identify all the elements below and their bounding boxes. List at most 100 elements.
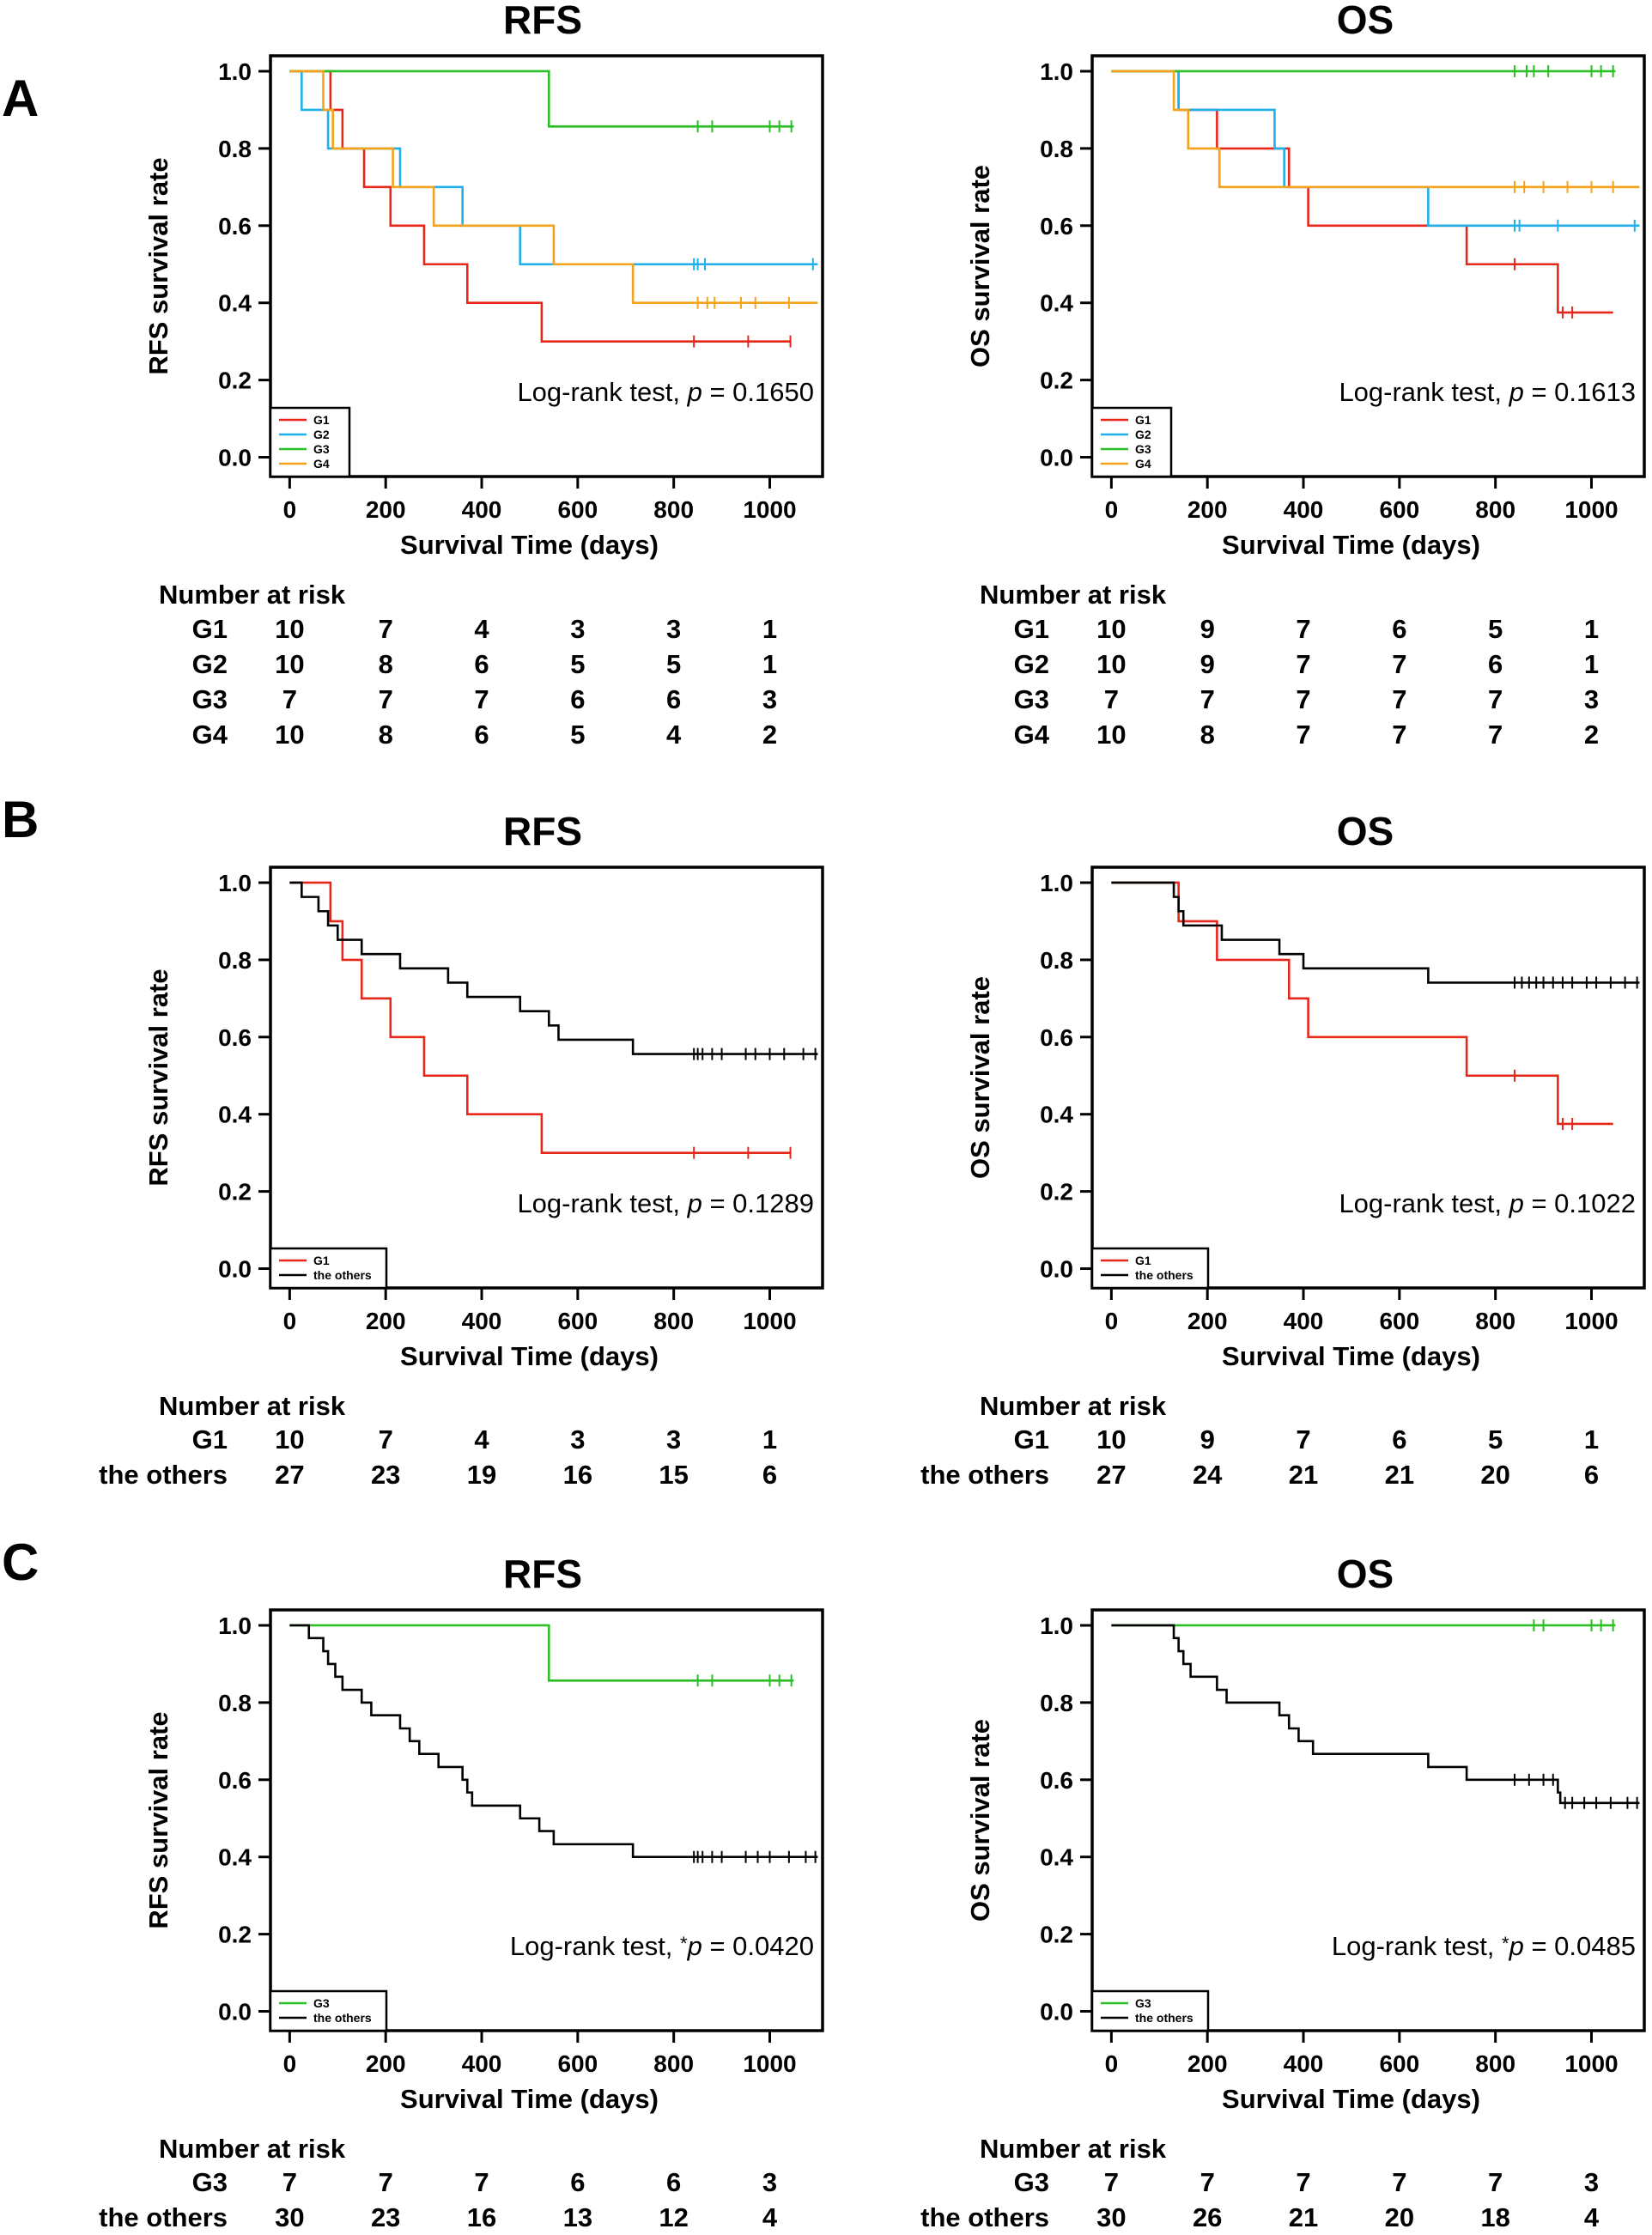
series-line-0: [289, 70, 792, 343]
risk-value: 10: [1096, 1424, 1127, 1455]
y-tick-label-1: 0.2: [218, 1179, 252, 1206]
y-tick-label-5: 1.0: [218, 58, 252, 85]
x-tick-label-0: 0: [1105, 496, 1119, 523]
risk-value: 10: [1096, 614, 1127, 644]
risk-value: 7: [378, 684, 393, 714]
y-tick-label-5: 1.0: [1040, 58, 1073, 85]
x-tick-label-0: 0: [1105, 1308, 1119, 1334]
log-rank-annotation: Log-rank test, p = 0.1613: [1339, 377, 1636, 407]
y-tick-label-0: 0.0: [218, 1256, 252, 1283]
series-line-1: [289, 881, 818, 1055]
title-c-rfs: RFS: [503, 1552, 582, 1596]
y-tick-label-4: 0.8: [218, 136, 252, 162]
risk-row-b-rfs-1: the others 27 23 19 16 15 6: [0, 1458, 1652, 1492]
risk-value: 7: [474, 684, 489, 714]
risk-value: 7: [1488, 2167, 1503, 2197]
title-b-rfs: RFS: [503, 809, 582, 853]
x-tick-label-3: 600: [1379, 1308, 1419, 1334]
y-axis-title: OS survival rate: [965, 165, 995, 367]
risk-row-label: G3: [191, 684, 228, 714]
risk-value: 3: [570, 1424, 586, 1455]
annotation-p: p: [687, 1188, 702, 1218]
risk-value: 4: [474, 614, 489, 644]
risk-value: 7: [1296, 1424, 1311, 1455]
plot-frame: [1090, 865, 1646, 1290]
legend-label-0: G1: [1135, 1254, 1151, 1267]
risk-row-label: G3: [1013, 684, 1049, 714]
y-tick-label-2: 0.4: [218, 1844, 252, 1871]
risk-value: 3: [1583, 2167, 1600, 2197]
log-rank-annotation: Log-rank test, p = 0.1650: [517, 377, 814, 407]
log-rank-annotation: Log-rank test, p = 0.1022: [1339, 1188, 1636, 1218]
risk-value: 7: [1200, 2167, 1215, 2197]
risk-row-c-os-0: G3 7 7 7 7 7 3: [0, 2165, 1652, 2200]
chart-b-os: 0.0 0.2 0.4 0.6 0.8 1.0 0 200 400 600 800 1000 Survi…: [965, 865, 1646, 1371]
risk-value: 1: [762, 649, 778, 679]
risk-value: 26: [1192, 2202, 1223, 2232]
x-axis-title: Survival Time (days): [1222, 2084, 1480, 2114]
y-tick-label-2: 0.4: [218, 1102, 252, 1128]
x-tick-label-1: 200: [1187, 2050, 1228, 2077]
risk-value: 5: [666, 649, 682, 679]
x-tick-label-0: 0: [283, 2050, 297, 2077]
risk-value: 10: [1096, 720, 1127, 750]
x-tick-label-0: 0: [1105, 2050, 1119, 2077]
risk-value: 6: [762, 1460, 778, 1490]
x-tick-label-1: 200: [1187, 1308, 1228, 1334]
risk-row-label: G1: [191, 614, 228, 644]
risk-value: 6: [1583, 1460, 1600, 1490]
y-tick-label-4: 0.8: [1040, 1690, 1073, 1716]
risk-value: 16: [466, 2202, 497, 2232]
y-tick-label-0: 0.0: [218, 1999, 252, 2025]
risk-value: 5: [1488, 614, 1503, 644]
legend-label-0: G3: [313, 1996, 330, 2010]
risk-value: 7: [378, 1424, 393, 1455]
risk-value: 3: [666, 1424, 682, 1455]
x-tick-label-5: 1000: [743, 1308, 796, 1334]
risk-value: 20: [1480, 1460, 1510, 1490]
legend-label-0: G3: [1135, 1996, 1151, 2010]
risk-value: 1: [762, 614, 778, 644]
risk-value: 6: [1488, 649, 1503, 679]
annotation-prefix: Log-rank test,: [517, 1188, 687, 1218]
risk-value: 7: [1296, 649, 1311, 679]
annotation-value: = 0.0485: [1524, 1931, 1636, 1961]
legend-label-1: the others: [313, 1268, 372, 1282]
risk-value: 21: [1288, 1460, 1319, 1490]
x-tick-label-1: 200: [366, 2050, 406, 2077]
x-tick-label-5: 1000: [743, 2050, 796, 2077]
panel-label-b: B: [2, 791, 39, 848]
series-line-1: [289, 70, 818, 266]
y-tick-label-4: 0.8: [218, 1690, 252, 1716]
annotation-prefix: Log-rank test,: [1339, 1188, 1509, 1218]
risk-header-b-rfs: Number at risk: [159, 1391, 346, 1421]
annotation-value: = 0.1613: [1524, 377, 1636, 407]
risk-value: 30: [1096, 2202, 1127, 2232]
y-axis-title: RFS survival rate: [143, 157, 173, 374]
y-tick-label-2: 0.4: [1040, 1844, 1073, 1871]
y-tick-label-5: 1.0: [1040, 1612, 1073, 1639]
risk-value: 10: [1096, 649, 1127, 679]
risk-value: 7: [1103, 2167, 1119, 2197]
risk-value: 1: [1583, 649, 1600, 679]
x-tick-label-5: 1000: [1564, 496, 1618, 523]
log-rank-annotation: Log-rank test, *p = 0.0485: [1332, 1931, 1636, 1961]
risk-row-label: G3: [1013, 2167, 1049, 2197]
y-tick-label-4: 0.8: [1040, 136, 1073, 162]
risk-value: 10: [275, 649, 305, 679]
series-line-1: [289, 1624, 818, 1859]
annotation-p: p: [1509, 377, 1524, 407]
risk-header-b-os: Number at risk: [980, 1391, 1167, 1421]
risk-row-label: G1: [1013, 614, 1049, 644]
y-tick-label-3: 0.6: [218, 1767, 252, 1794]
legend-label-1: G2: [1135, 428, 1151, 441]
x-tick-label-2: 400: [1284, 2050, 1324, 2077]
chart-a-os: 0.0 0.2 0.4 0.6 0.8 1.0 0 200 400 600 800 1000 Survi…: [965, 54, 1646, 560]
x-axis-title: Survival Time (days): [1222, 530, 1480, 560]
risk-value: 6: [666, 2167, 682, 2197]
y-tick-label-0: 0.0: [218, 445, 252, 471]
